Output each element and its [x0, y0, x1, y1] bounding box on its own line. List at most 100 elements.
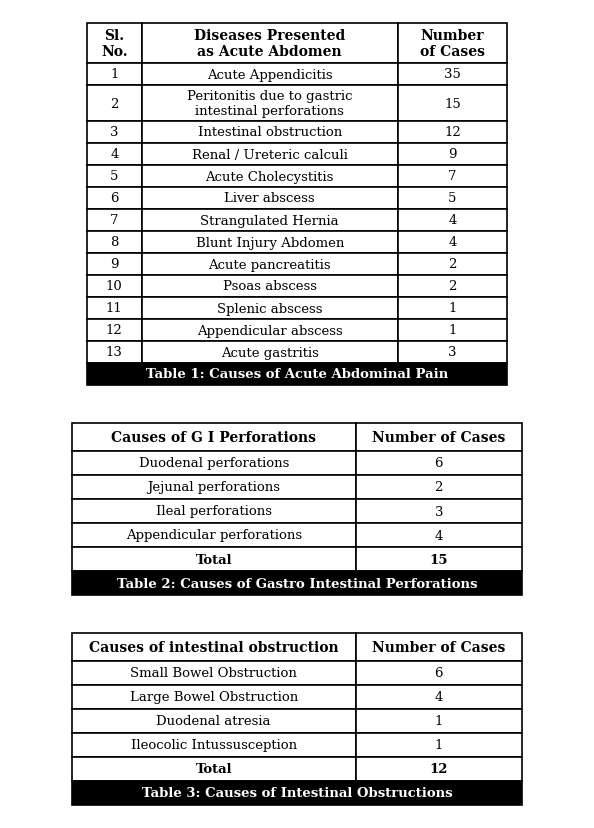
Text: Table 3: Causes of Intestinal Obstructions: Table 3: Causes of Intestinal Obstructio… [142, 787, 452, 800]
Text: Number
of Cases: Number of Cases [420, 29, 485, 59]
Text: 3: 3 [448, 346, 457, 359]
Bar [87, 209, 141, 232]
Text: Table 1: Causes of Acute Abdominal Pain: Table 1: Causes of Acute Abdominal Pain [146, 368, 448, 381]
Bar [398, 253, 507, 276]
Bar [141, 86, 398, 122]
Bar [87, 24, 141, 64]
Text: 9: 9 [110, 258, 119, 272]
Bar [355, 633, 522, 662]
Bar [72, 733, 355, 757]
Text: 6: 6 [434, 667, 443, 680]
Text: Sl.
No.: Sl. No. [101, 29, 128, 59]
Bar [87, 232, 141, 253]
Text: Intestinal obstruction: Intestinal obstruction [198, 127, 342, 139]
Text: Psoas abscess: Psoas abscess [223, 280, 317, 293]
Bar [141, 342, 398, 363]
Bar [398, 188, 507, 209]
Text: 12: 12 [444, 127, 461, 139]
Bar [87, 86, 141, 122]
Text: 8: 8 [110, 236, 118, 249]
Text: 12: 12 [106, 324, 123, 337]
Bar [398, 144, 507, 166]
Text: Small Bowel Obstruction: Small Bowel Obstruction [130, 667, 297, 680]
Text: Acute pancreatitis: Acute pancreatitis [208, 258, 331, 272]
Text: 13: 13 [106, 346, 123, 359]
Bar [398, 342, 507, 363]
Text: Acute gastritis: Acute gastritis [221, 346, 318, 359]
Bar [87, 188, 141, 209]
Text: 5: 5 [110, 171, 118, 183]
Text: 2: 2 [110, 98, 118, 110]
Bar [72, 757, 355, 781]
Bar [72, 423, 355, 451]
Bar [398, 166, 507, 188]
Bar [141, 24, 398, 64]
Bar [141, 122, 398, 144]
Text: Acute Cholecystitis: Acute Cholecystitis [206, 171, 334, 183]
Bar [141, 188, 398, 209]
Text: 1: 1 [110, 69, 118, 81]
Text: 6: 6 [110, 192, 119, 205]
Bar [355, 709, 522, 733]
Bar [72, 451, 355, 475]
Text: Ileal perforations: Ileal perforations [156, 505, 271, 518]
Text: Liver abscess: Liver abscess [225, 192, 315, 205]
Text: 1: 1 [435, 739, 443, 752]
Text: Number of Cases: Number of Cases [372, 431, 505, 445]
Text: Diseases Presented
as Acute Abdomen: Diseases Presented as Acute Abdomen [194, 29, 345, 59]
Text: Appendicular perforations: Appendicular perforations [126, 529, 302, 542]
Text: Blunt Injury Abdomen: Blunt Injury Abdomen [195, 236, 344, 249]
Text: Appendicular abscess: Appendicular abscess [197, 324, 343, 337]
Text: 4: 4 [110, 148, 118, 161]
Text: 7: 7 [448, 171, 457, 183]
Bar [72, 571, 522, 595]
Bar [141, 276, 398, 297]
Bar [87, 297, 141, 320]
Bar [141, 297, 398, 320]
Bar [141, 320, 398, 342]
Text: Number of Cases: Number of Cases [372, 640, 505, 654]
Bar [355, 451, 522, 475]
Text: Renal / Ureteric calculi: Renal / Ureteric calculi [192, 148, 347, 161]
Bar [398, 320, 507, 342]
Text: 15: 15 [444, 98, 461, 110]
Text: 1: 1 [448, 302, 457, 315]
Bar [355, 686, 522, 709]
Bar [355, 423, 522, 451]
Bar [398, 232, 507, 253]
Text: Total: Total [195, 763, 232, 776]
Bar [72, 686, 355, 709]
Bar [141, 253, 398, 276]
Bar [72, 781, 522, 805]
Text: Strangulated Hernia: Strangulated Hernia [200, 214, 339, 227]
Text: 4: 4 [448, 214, 457, 227]
Text: 15: 15 [429, 553, 448, 566]
Bar [141, 209, 398, 232]
Bar [87, 144, 141, 166]
Text: 4: 4 [435, 691, 443, 704]
Text: Duodenal perforations: Duodenal perforations [138, 457, 289, 470]
Bar [355, 662, 522, 686]
Bar [398, 24, 507, 64]
Bar [87, 342, 141, 363]
Bar [87, 64, 141, 86]
Bar [72, 547, 355, 571]
Bar [355, 547, 522, 571]
Bar [87, 276, 141, 297]
Text: Causes of G I Perforations: Causes of G I Perforations [111, 431, 316, 445]
Bar [141, 232, 398, 253]
Bar [398, 86, 507, 122]
Bar [72, 523, 355, 547]
Text: 3: 3 [434, 505, 443, 518]
Text: 5: 5 [448, 192, 457, 205]
Bar [398, 276, 507, 297]
Text: Duodenal atresia: Duodenal atresia [156, 715, 271, 728]
Text: 12: 12 [429, 763, 448, 776]
Bar [355, 499, 522, 523]
Text: 2: 2 [448, 280, 457, 293]
Bar [355, 757, 522, 781]
Bar [398, 297, 507, 320]
Text: Peritonitis due to gastric
intestinal perforations: Peritonitis due to gastric intestinal pe… [187, 90, 352, 118]
Text: 4: 4 [435, 529, 443, 542]
Bar [72, 633, 355, 662]
